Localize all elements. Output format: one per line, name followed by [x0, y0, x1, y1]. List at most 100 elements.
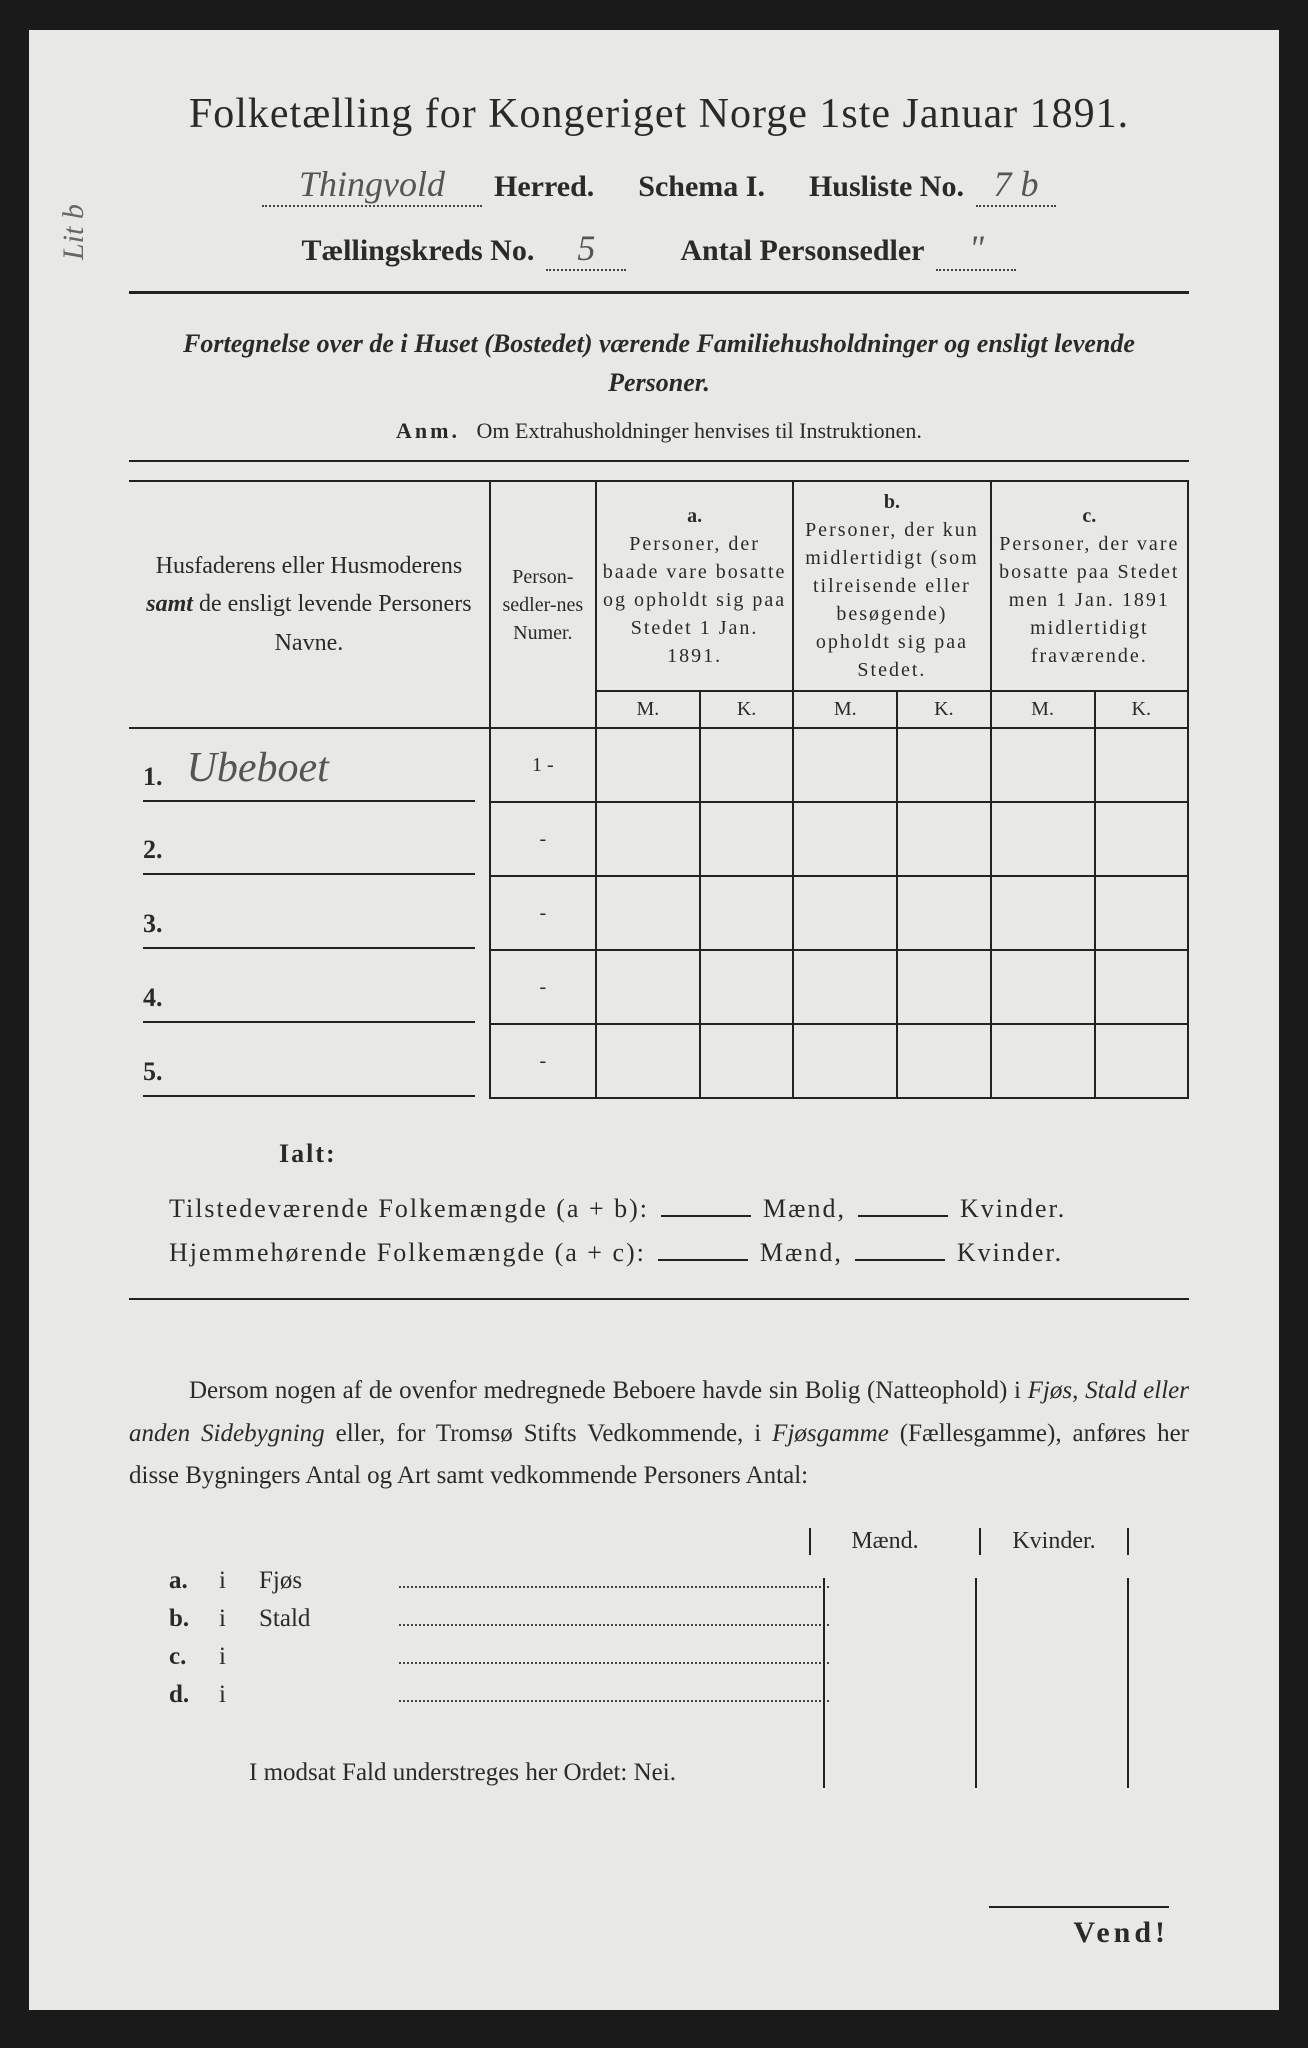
col-b-k: K. — [897, 691, 990, 728]
bld-i: i — [219, 1605, 259, 1633]
col-a-m: M. — [596, 691, 700, 728]
row-b-m — [793, 1024, 897, 1098]
anm-line: Anm. Om Extrahusholdninger henvises til … — [129, 418, 1189, 444]
ialt-label: Ialt: — [279, 1139, 1189, 1169]
row-pnum: 1 - — [490, 728, 596, 802]
bld-kvinder-label: Kvinder. — [979, 1528, 1129, 1555]
anm-label: Anm. — [396, 418, 460, 443]
summary-kvinder-1: Kvinder. — [960, 1194, 1066, 1224]
row-c-m — [991, 802, 1095, 876]
col2-header: Person-sedler-nes Numer. — [490, 481, 596, 728]
kreds-field: 5 — [546, 227, 626, 271]
row-c-m — [991, 876, 1095, 950]
group-c-text: Personer, der vare bosatte paa Stedet me… — [999, 533, 1179, 667]
census-form-page: Lit b Folketælling for Kongeriget Norge … — [29, 30, 1279, 2010]
row-a-m — [596, 876, 700, 950]
summary-1-label: Tilstedeværende Folkemængde (a + b): — [169, 1194, 649, 1224]
row-b-m — [793, 802, 897, 876]
mk-header: Mænd. Kvinder. — [129, 1528, 1189, 1555]
row-b-k — [897, 950, 990, 1024]
bld-dots — [399, 1576, 829, 1588]
bld-label: c. — [169, 1643, 219, 1671]
header-line-1: Thingvold Herred. Schema I. Husliste No.… — [129, 163, 1189, 207]
census-table: Husfaderens eller Husmoderens samt de en… — [129, 480, 1189, 1099]
husliste-field: 7 b — [976, 163, 1056, 207]
group-b-text: Personer, der kun midlertidigt (som tilr… — [805, 519, 979, 681]
header-line-2: Tællingskreds No. 5 Antal Personsedler " — [129, 227, 1189, 271]
row-b-m — [793, 950, 897, 1024]
row-c-m — [991, 1024, 1095, 1098]
row-number: 1. — [143, 762, 163, 792]
summary-maend-2: Mænd, — [760, 1238, 843, 1268]
group-a-header: a. Personer, der baade vare bosatte og o… — [596, 481, 793, 691]
row-b-m — [793, 876, 897, 950]
summary-line-2: Hjemmehørende Folkemængde (a + c): Mænd,… — [169, 1238, 1189, 1268]
building-block: Mænd. Kvinder. a. i Fjøs b. i Stald c. i… — [129, 1528, 1189, 1709]
bld-maend-label: Mænd. — [809, 1528, 949, 1555]
row-b-k — [897, 1024, 990, 1098]
footer-line: I modsat Fald understreges her Ordet: Ne… — [249, 1759, 1189, 1787]
row-a-m — [596, 802, 700, 876]
table-row: 5. - — [129, 1024, 1188, 1098]
rule-1 — [129, 291, 1189, 294]
vertical-lines — [823, 1578, 1129, 1709]
row-a-m — [596, 950, 700, 1024]
bld-label: a. — [169, 1567, 219, 1595]
row-number: 3. — [143, 909, 163, 939]
summary-2-k — [855, 1259, 945, 1261]
row-number: 2. — [143, 835, 163, 865]
row-pnum: - — [490, 950, 596, 1024]
row-a-k — [700, 950, 793, 1024]
schema-label: Schema I. — [638, 170, 765, 204]
bld-dots — [399, 1614, 829, 1626]
group-c-header: c. Personer, der vare bosatte paa Stedet… — [991, 481, 1188, 691]
row-number: 5. — [143, 1057, 163, 1087]
group-a-text: Personer, der baade vare bosatte og opho… — [603, 533, 787, 667]
margin-note: Lit b — [57, 204, 91, 260]
bld-dots — [399, 1690, 829, 1702]
row-c-k — [1095, 1024, 1188, 1098]
group-a-label: a. — [687, 505, 702, 527]
row-c-k — [1095, 802, 1188, 876]
bld-name: Fjøs — [259, 1567, 399, 1595]
row-a-k — [700, 876, 793, 950]
vend-label: Vend! — [989, 1906, 1169, 1950]
kreds-label: Tællingskreds No. — [302, 234, 535, 268]
col-a-k: K. — [700, 691, 793, 728]
group-b-header: b. Personer, der kun midlertidigt (som t… — [793, 481, 990, 691]
row-b-k — [897, 802, 990, 876]
row-a-k — [700, 728, 793, 802]
row-b-k — [897, 728, 990, 802]
row-c-m — [991, 950, 1095, 1024]
antal-field: " — [936, 227, 1016, 271]
row-number: 4. — [143, 983, 163, 1013]
table-row: 2. - — [129, 802, 1188, 876]
col-c-m: M. — [991, 691, 1095, 728]
col1-header: Husfaderens eller Husmoderens samt de en… — [146, 553, 471, 656]
row-a-m — [596, 1024, 700, 1098]
summary-2-m — [658, 1259, 748, 1261]
bld-i: i — [219, 1567, 259, 1595]
row-a-m — [596, 728, 700, 802]
anm-text: Om Extrahusholdninger henvises til Instr… — [477, 418, 922, 443]
dwelling-paragraph: Dersom nogen af de ovenfor medregnede Be… — [129, 1370, 1189, 1498]
bld-label: b. — [169, 1605, 219, 1633]
row-pnum: - — [490, 1024, 596, 1098]
group-b-label: b. — [884, 491, 900, 513]
row-c-k — [1095, 950, 1188, 1024]
summary-maend-1: Mænd, — [763, 1194, 846, 1224]
bld-label: d. — [169, 1681, 219, 1709]
col-c-k: K. — [1095, 691, 1188, 728]
antal-label: Antal Personsedler — [680, 234, 924, 268]
bld-i: i — [219, 1643, 259, 1671]
summary-2-label: Hjemmehørende Folkemængde (a + c): — [169, 1238, 646, 1268]
row-a-k — [700, 802, 793, 876]
summary-kvinder-2: Kvinder. — [957, 1238, 1063, 1268]
subtitle: Fortegnelse over de i Huset (Bostedet) v… — [129, 324, 1189, 402]
row-a-k — [700, 1024, 793, 1098]
rule-2 — [129, 460, 1189, 462]
rule-3 — [129, 1298, 1189, 1300]
main-title: Folketælling for Kongeriget Norge 1ste J… — [129, 90, 1189, 138]
table-row: 1. Ubeboet 1 - — [129, 728, 1188, 802]
table-row: 3. - — [129, 876, 1188, 950]
